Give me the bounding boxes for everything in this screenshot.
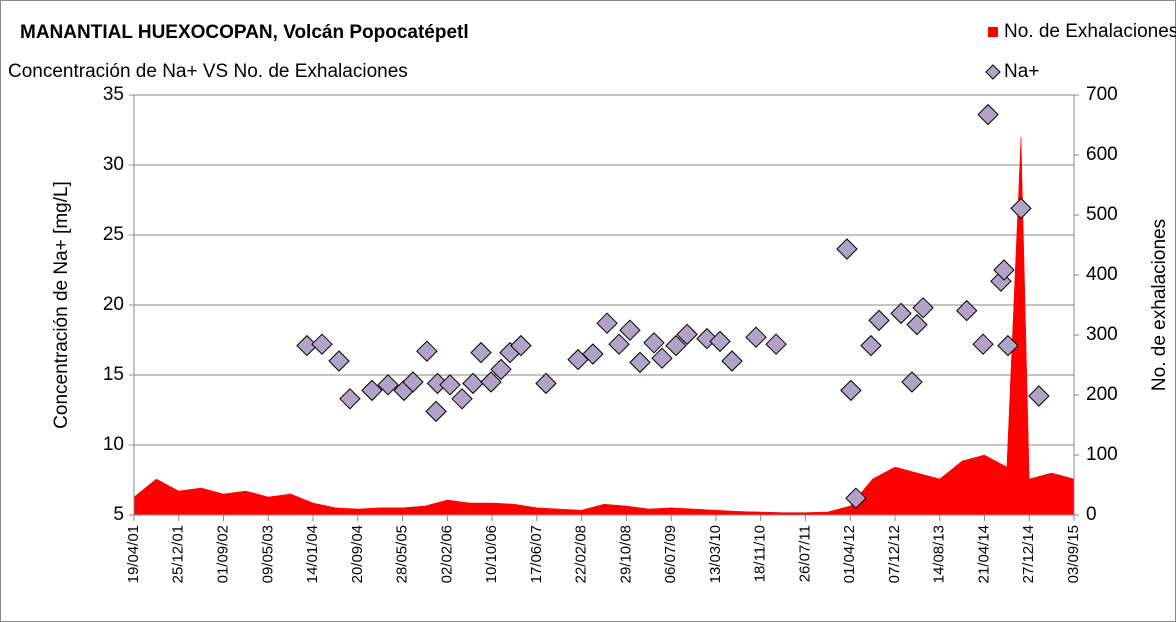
na-point	[510, 334, 532, 357]
y-axis-label: Concentración de Na+ [mg/L]	[51, 181, 72, 429]
na-point	[906, 313, 928, 336]
y-tick-label: 5	[113, 504, 124, 525]
na-point	[451, 388, 473, 410]
na-point	[470, 341, 492, 364]
y-tick-label: 15	[103, 364, 124, 385]
na-point	[402, 371, 424, 393]
na-point	[1028, 385, 1050, 407]
na-point	[339, 388, 361, 410]
na-point	[328, 350, 350, 372]
x-tick-label: 10/10/06	[483, 525, 500, 583]
na-point	[745, 326, 767, 348]
x-tick-label: 25/12/01	[170, 525, 187, 583]
na-point	[490, 358, 512, 381]
na-point	[765, 333, 787, 355]
y2-tick-label: 100	[1086, 444, 1118, 465]
na-point	[462, 372, 484, 395]
legend-swatch	[985, 64, 1001, 80]
x-tick-label: 20/09/04	[349, 525, 366, 583]
y2-tick-label: 300	[1086, 324, 1118, 345]
na-point	[596, 312, 618, 334]
y2-tick-label: 200	[1086, 384, 1118, 405]
y-tick-label: 35	[103, 84, 124, 105]
na-point	[425, 400, 447, 423]
na-point	[709, 330, 731, 353]
x-tick-label: 14/01/04	[304, 525, 321, 583]
x-tick-label: 02/02/06	[438, 525, 455, 583]
x-tick-label: 26/07/11	[796, 525, 813, 582]
chart-title: MANANTIAL HUEXOCOPAN, Volcán Popocatépet…	[20, 22, 469, 43]
na-point	[890, 302, 912, 325]
x-tick-label: 01/09/02	[214, 525, 231, 583]
legend-label: Na+	[1004, 61, 1039, 82]
na-point	[643, 332, 665, 354]
x-tick-label: 29/10/08	[617, 525, 634, 583]
na-point	[901, 371, 923, 393]
na-point	[840, 379, 862, 402]
na-point	[608, 333, 630, 355]
y2-tick-label: 400	[1086, 264, 1118, 285]
exhalation-area	[133, 136, 1075, 516]
na-point	[535, 372, 557, 395]
na-point	[721, 350, 743, 372]
x-tick-label: 21/04/14	[975, 525, 992, 583]
na-point	[676, 323, 698, 346]
x-tick-label: 22/02/08	[573, 525, 590, 583]
x-tick-label: 18/11/10	[752, 525, 769, 582]
x-tick-label: 03/09/15	[1065, 525, 1082, 583]
y-tick-label: 30	[103, 154, 124, 175]
x-tick-label: 01/04/12	[841, 525, 858, 583]
y2-tick-label: 500	[1086, 204, 1118, 225]
y2-tick-label: 600	[1086, 144, 1118, 165]
na-point	[993, 259, 1015, 281]
na-point	[665, 334, 687, 357]
na-point	[651, 347, 673, 369]
y-tick-label: 20	[103, 294, 124, 315]
x-tick-label: 09/05/03	[259, 525, 276, 583]
y2-tick-label: 0	[1086, 504, 1097, 525]
legend-swatch	[988, 27, 998, 37]
na-point	[361, 379, 383, 402]
na-point	[629, 351, 651, 374]
na-point	[972, 333, 994, 355]
na-point	[416, 340, 438, 362]
na-point	[868, 309, 890, 332]
na-point	[845, 487, 867, 509]
na-point	[836, 238, 858, 260]
x-tick-label: 14/08/13	[931, 525, 948, 583]
na-point	[439, 374, 461, 396]
na-point	[860, 334, 882, 357]
x-tick-label: 27/12/14	[1020, 525, 1037, 583]
y-tick-label: 10	[103, 434, 124, 455]
x-tick-label: 17/06/07	[528, 525, 545, 583]
y2-tick-label: 700	[1086, 84, 1118, 105]
na-point	[480, 371, 502, 393]
na-point	[377, 374, 399, 396]
na-point	[619, 319, 641, 341]
na-point	[990, 270, 1012, 292]
x-tick-label: 06/07/09	[662, 525, 679, 583]
chart-subtitle: Concentración de Na+ VS No. de Exhalacio…	[8, 61, 408, 82]
na-point	[956, 299, 978, 322]
legend-label: No. de Exhalaciones	[1004, 21, 1176, 42]
na-point	[997, 334, 1019, 357]
y2-axis-label: No. de exhalaciones	[1149, 219, 1170, 391]
y-tick-label: 25	[103, 224, 124, 245]
na-point	[977, 103, 999, 126]
x-tick-label: 19/04/01	[125, 525, 142, 583]
x-tick-label: 28/05/05	[394, 525, 411, 583]
na-point	[311, 333, 333, 355]
x-tick-label: 07/12/12	[886, 525, 903, 583]
na-point	[582, 343, 604, 365]
x-tick-label: 13/03/10	[707, 525, 724, 583]
na-point	[912, 297, 934, 319]
na-point	[1010, 197, 1032, 220]
